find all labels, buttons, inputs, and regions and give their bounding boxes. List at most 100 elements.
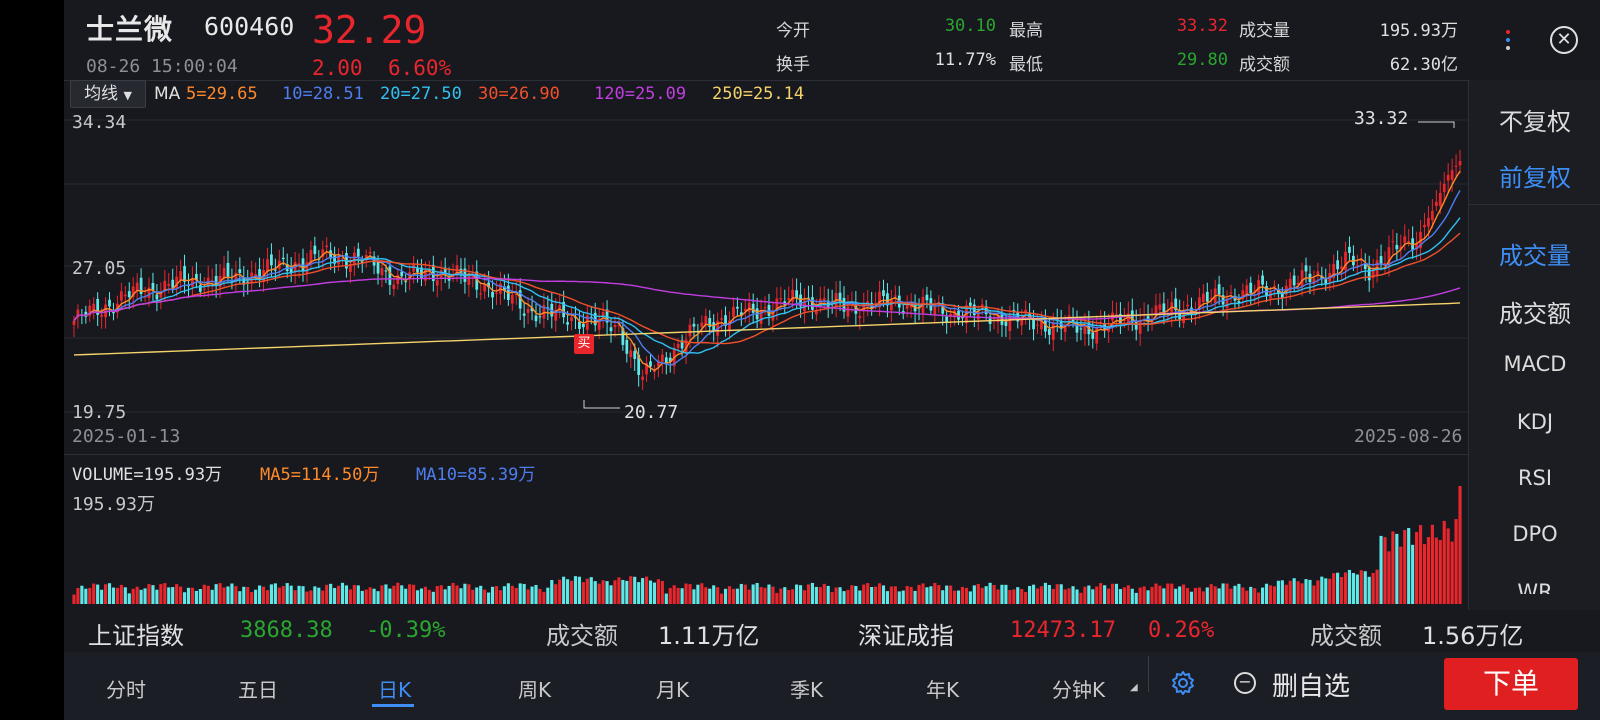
tab-yearly-k[interactable]: 年K [926, 678, 960, 702]
side-item-dpo[interactable]: DPO [1512, 522, 1558, 546]
volume-bar [1083, 586, 1087, 604]
volume-bar [573, 576, 578, 604]
volume-bar [684, 583, 688, 604]
more-dots-icon[interactable] [1506, 30, 1512, 54]
buy-signal-badge[interactable]: 买 [574, 334, 594, 354]
candle-body [818, 298, 822, 307]
volume-bar [1261, 587, 1265, 604]
high-value: 33.32 [1176, 16, 1228, 36]
side-item-amount[interactable]: 成交额 [1499, 300, 1571, 328]
tab-five-day[interactable]: 五日 [238, 678, 278, 702]
volume-bar [88, 587, 92, 604]
volume-bar [372, 588, 376, 604]
side-item-no-adjust[interactable]: 不复权 [1499, 108, 1571, 136]
volume-bar [1395, 533, 1399, 604]
close-icon[interactable]: ✕ [1550, 26, 1578, 54]
tab-weekly-k[interactable]: 周K [518, 678, 552, 702]
volume-bar [992, 584, 996, 604]
candle-body [566, 322, 569, 325]
candle-body [159, 292, 163, 298]
volume-bar [238, 591, 242, 604]
candle-body [510, 294, 514, 304]
candle-body [1122, 320, 1126, 322]
volume-bar [1359, 570, 1363, 604]
tab-intraday[interactable]: 分时 [106, 678, 146, 702]
place-order-button[interactable]: 下单 [1444, 658, 1578, 710]
candle-body [1126, 313, 1130, 325]
candle-body [601, 312, 605, 318]
ma-line-250 [73, 302, 1461, 356]
side-item-forward-adjust[interactable]: 前复权 [1499, 164, 1571, 192]
volume-bar [1375, 569, 1379, 604]
index-ticker[interactable]: 上证指数 3868.38 -0.39% 成交额 1.11万亿 深证成指 1247… [64, 612, 1600, 650]
sh-amount-value: 1.11万亿 [658, 622, 760, 650]
candle-body [1320, 275, 1324, 279]
volume-bar [1411, 544, 1415, 604]
volume-bar [364, 589, 368, 604]
minus-circle-icon[interactable]: − [1234, 672, 1256, 694]
candle-body [637, 354, 641, 375]
volume-bar [1387, 551, 1391, 604]
candle-body [214, 275, 218, 286]
volume-bar [814, 586, 818, 604]
candle-body [96, 298, 100, 315]
volume-bar [1339, 577, 1344, 604]
candle-body [925, 294, 929, 301]
volume-bar [1213, 586, 1217, 604]
volume-bar [1343, 572, 1348, 604]
volume-bar [1296, 581, 1300, 604]
price-axis-top: 34.34 [72, 112, 127, 133]
volume-bar [1245, 590, 1249, 604]
ma-dropdown-button[interactable]: 均线 ▼ [70, 80, 146, 108]
volume-bar [443, 589, 447, 604]
side-item-kdj[interactable]: KDJ [1516, 410, 1554, 434]
side-item-macd[interactable]: MACD [1503, 352, 1567, 376]
side-item-volume[interactable]: 成交量 [1499, 242, 1571, 270]
volume-bar [1146, 590, 1150, 604]
volume-bar [80, 585, 84, 604]
candle-body [1020, 318, 1024, 326]
side-item-wr[interactable]: WR [1517, 580, 1553, 594]
remove-watchlist-button[interactable]: 删自选 [1272, 672, 1351, 702]
volume-bar [1185, 588, 1190, 604]
volume-bar [388, 588, 392, 604]
candle-body [431, 264, 435, 282]
tab-quarterly-k[interactable]: 季K [790, 678, 824, 702]
candle-body [309, 250, 313, 264]
volume-bar [901, 590, 905, 604]
settings-gear-icon[interactable] [1170, 670, 1196, 696]
candle-body [147, 287, 151, 298]
kline-chart[interactable] [64, 108, 1468, 458]
candle-body [1249, 282, 1253, 294]
side-item-rsi[interactable]: RSI [1517, 466, 1553, 490]
volume-bar [1367, 576, 1371, 604]
tab-minute-k[interactable]: 分钟K [1052, 678, 1106, 702]
candle-body [617, 324, 621, 326]
min-price-marker: 20.77 [624, 402, 679, 423]
volume-bar [877, 583, 882, 604]
volume-bar [664, 593, 668, 604]
candle-body [313, 245, 317, 255]
candle-body [728, 320, 731, 331]
volume-bar [759, 586, 763, 604]
tab-daily-k[interactable]: 日K [378, 678, 412, 702]
candle-body [1450, 170, 1454, 180]
tab-monthly-k[interactable]: 月K [656, 678, 690, 702]
candle-body [1344, 251, 1347, 271]
candle-body [621, 328, 625, 345]
volume-bar [1126, 585, 1130, 604]
candle-body [467, 275, 471, 285]
volume-bar [676, 587, 680, 604]
volume-bar [1051, 588, 1055, 604]
volume-bar [1158, 585, 1162, 604]
candle-body [554, 309, 558, 321]
volume-bar [471, 589, 475, 604]
volume-bar [755, 582, 759, 604]
volume-chart[interactable] [64, 480, 1468, 608]
volume-bar [526, 589, 530, 604]
volume-bar [246, 586, 250, 604]
candle-body [613, 325, 617, 328]
volume-bar [143, 588, 147, 604]
volume-bar [708, 588, 712, 604]
volume-bar [1249, 586, 1253, 604]
